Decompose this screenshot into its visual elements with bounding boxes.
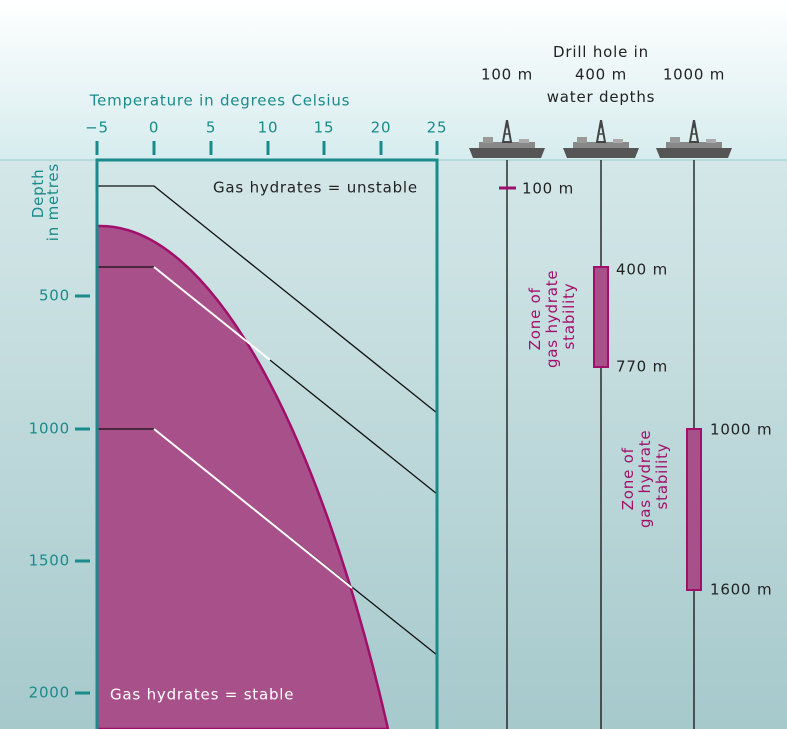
axis-title: Depth in metres [29, 163, 62, 241]
zone-label-line: Zone of [526, 287, 544, 350]
zone-bottom: 770 m [616, 358, 668, 376]
region-label: Gas hydrates = unstable [213, 179, 418, 197]
zone-label-line: stability [653, 443, 671, 510]
temperature-profile [97, 185, 438, 414]
tick-label: 5 [206, 119, 216, 137]
stable-segment [153, 266, 271, 361]
zone-label: Zone of gas hydrate stability [526, 264, 578, 368]
region-label: Gas hydrates = stable [110, 686, 294, 704]
drill-title: water depths [547, 88, 656, 106]
plot-frame [95, 158, 439, 729]
zone-top: 400 m [616, 261, 668, 279]
drill-title: Drill hole in [553, 43, 649, 61]
y-ticks: 500 1000 1500 2000 [29, 287, 90, 702]
sky [0, 0, 787, 160]
tick-label: 0 [149, 119, 159, 137]
zone-label: Zone of gas hydrate stability [619, 424, 671, 528]
tick-label: 1500 [29, 552, 70, 570]
tick-label: 1000 [29, 420, 70, 438]
hole-depth: 100 m [481, 66, 533, 84]
marker-label: 100 m [522, 180, 574, 198]
zone-bottom: 1600 m [710, 581, 772, 599]
tick-label: 20 [371, 119, 392, 137]
tick-label: 2000 [29, 684, 70, 702]
stability-zone [593, 266, 609, 368]
x-ticks: −5 0 5 10 15 20 25 [85, 119, 448, 155]
drill-title-line: water depths [547, 88, 656, 106]
tick-label: 500 [39, 287, 70, 305]
stability-region [95, 224, 390, 729]
zone-label-line: gas hydrate [636, 430, 654, 528]
stability-zone [686, 428, 702, 591]
axis-title-line: in metres [44, 163, 62, 241]
tick-label: −5 [85, 119, 109, 137]
zone-top: 1000 m [710, 421, 772, 439]
axis-title: Temperature in degrees Celsius [89, 92, 351, 110]
zone-label-line: gas hydrate [543, 270, 561, 368]
tick-label: 25 [427, 119, 448, 137]
zone-label-line: Zone of [619, 447, 637, 510]
zone-label-line: stability [560, 283, 578, 350]
drill-title-line: Drill hole in [553, 43, 649, 61]
axis-title-line: Depth [29, 169, 47, 219]
tick-label: 15 [314, 119, 335, 137]
tick-label: 10 [258, 119, 279, 137]
stable-segment [153, 428, 353, 589]
hole-depth: 1000 m [663, 66, 725, 84]
hole-depth: 400 m [575, 66, 627, 84]
